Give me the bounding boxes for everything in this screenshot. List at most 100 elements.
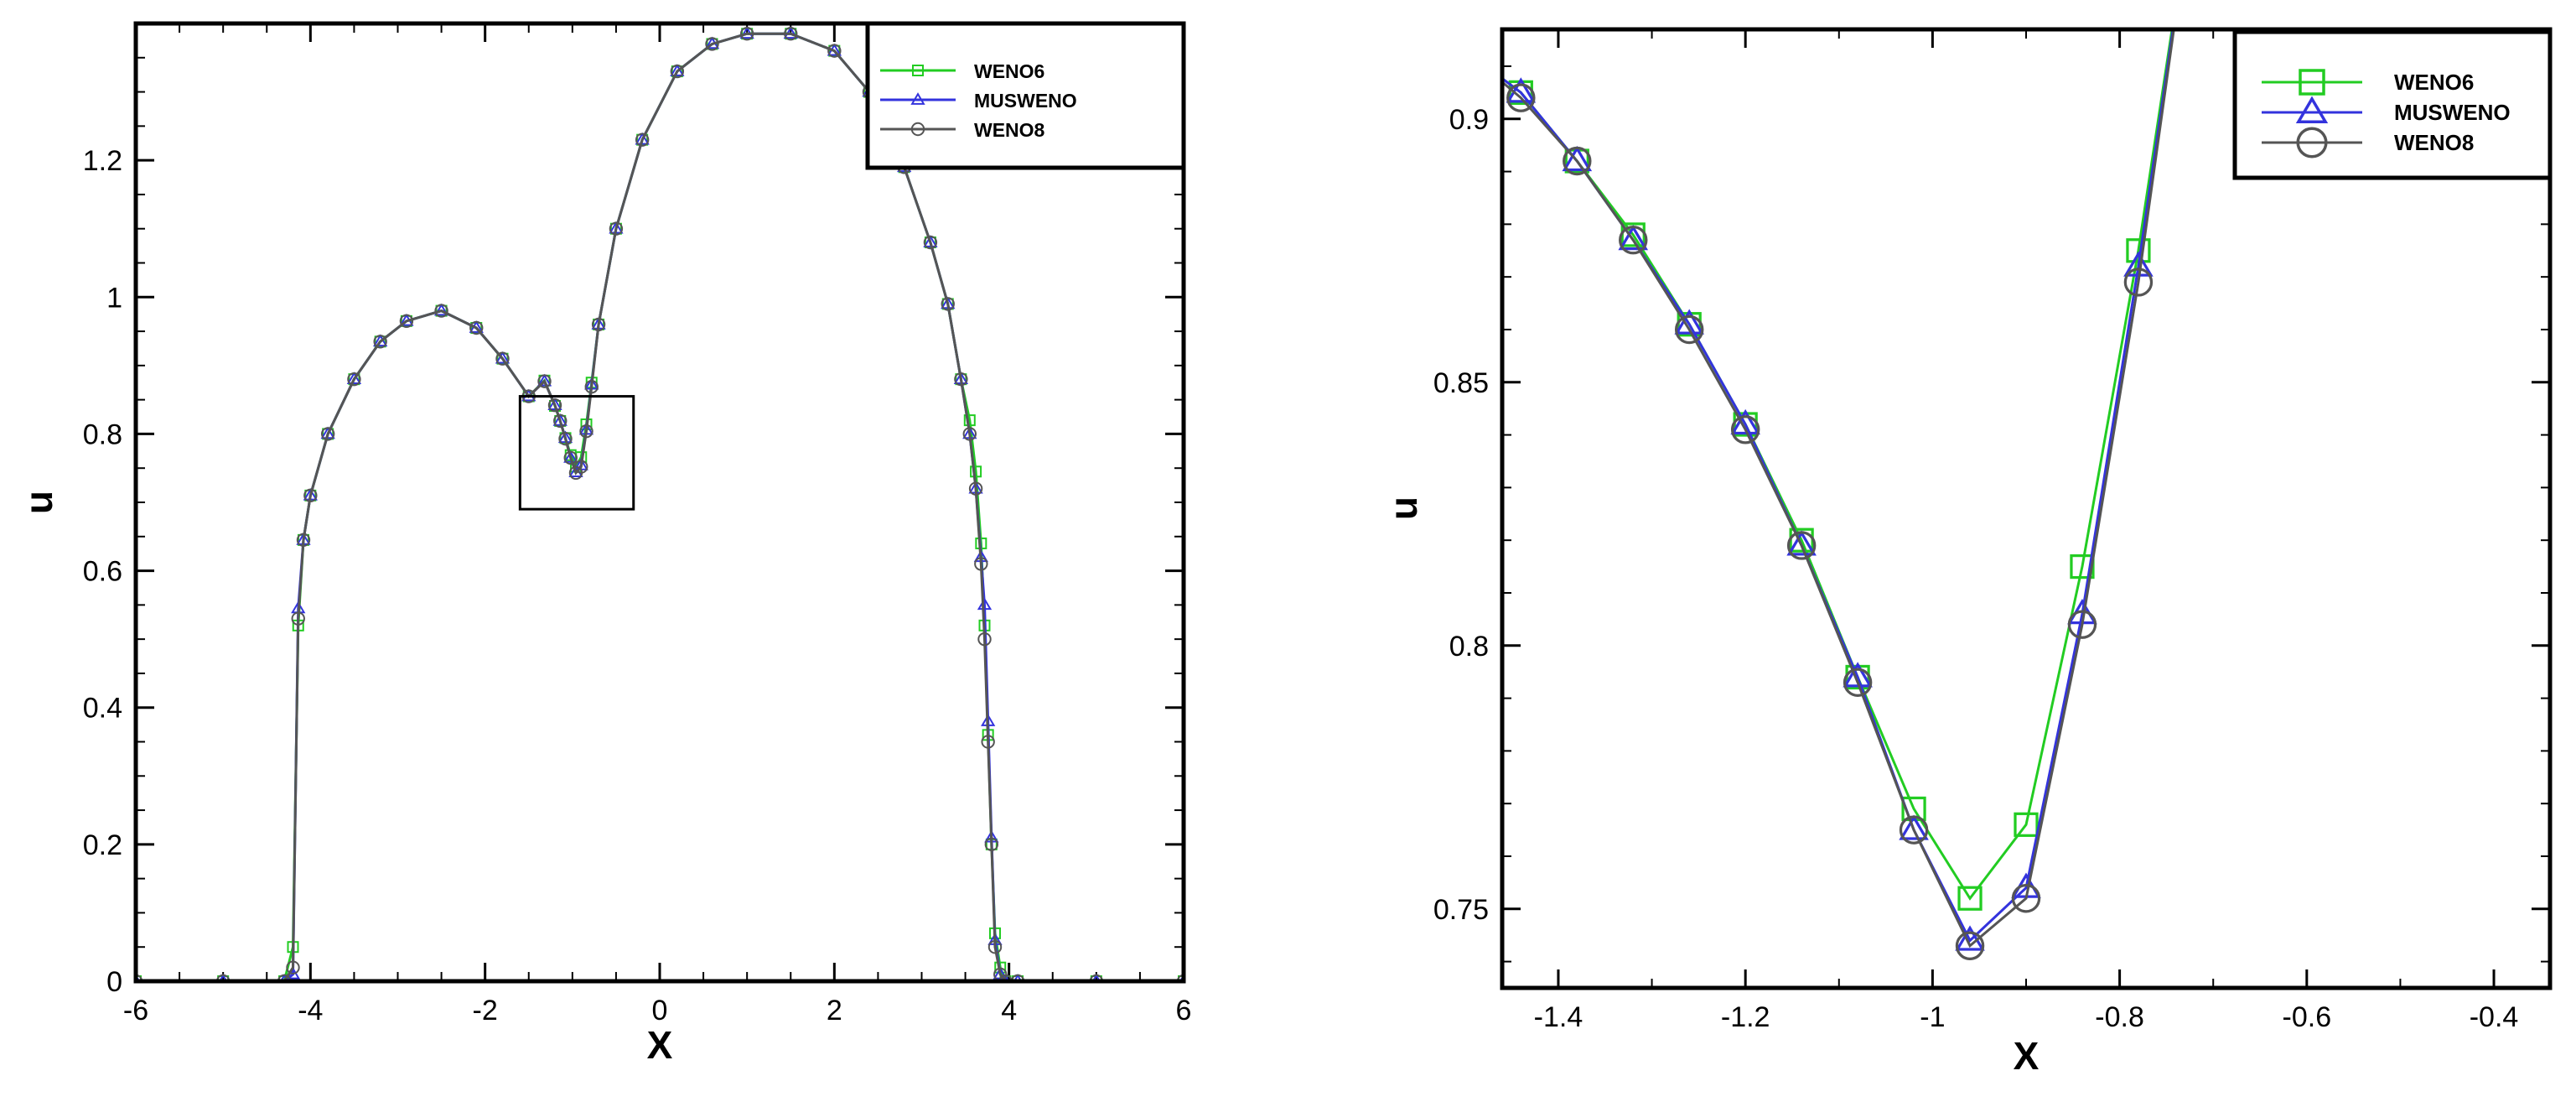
- series-line-weno8: [136, 32, 1184, 981]
- data-point-musweno: [977, 597, 993, 611]
- legend-label-weno8: WENO8: [974, 119, 1045, 141]
- data-point-musweno: [1786, 530, 1817, 556]
- legend-label-weno6: WENO6: [2394, 70, 2474, 95]
- y-tick-label: 0: [106, 966, 122, 998]
- data-point-weno8: [1730, 415, 1760, 444]
- legend-marker-musweno: [2295, 96, 2329, 124]
- data-point-weno8: [1089, 974, 1104, 981]
- legend-marker-weno8: [910, 122, 925, 137]
- y-tick-label: 1: [106, 282, 122, 314]
- y-tick-label: 0.85: [1433, 367, 1489, 399]
- data-point-weno8: [1786, 531, 1817, 560]
- right-series-group: [1502, 29, 2175, 960]
- data-point-weno6: [2070, 554, 2095, 579]
- legend-label-weno8: WENO8: [2394, 130, 2474, 155]
- data-point-musweno: [1506, 77, 1537, 103]
- data-point-weno8: [1899, 815, 1929, 845]
- data-point-weno6: [970, 465, 982, 478]
- data-point-weno8: [320, 427, 335, 441]
- data-point-weno8: [547, 398, 562, 413]
- y-tick-label: 0.75: [1433, 894, 1489, 926]
- right-chart: -1.4 -1.2 -1 -0.8 -0.6 -0.4 0.75 0.8 0.85 0.9 X u…: [1381, 27, 2553, 1078]
- y-tick-label: 0.8: [83, 418, 122, 450]
- data-point-weno8: [563, 450, 578, 465]
- data-point-weno8: [968, 481, 983, 496]
- data-point-weno8: [1619, 225, 1648, 255]
- data-point-weno8: [399, 314, 414, 329]
- x-tick-label: -1: [1920, 1001, 1945, 1033]
- data-point-weno8: [469, 320, 484, 335]
- left-legend: WENO6 MUSWENO WENO8: [865, 21, 1186, 170]
- legend-marker-weno6: [912, 65, 924, 76]
- data-point-weno8: [827, 44, 842, 58]
- right-legend-box: [2232, 29, 2553, 180]
- data-point-weno8: [987, 940, 1003, 954]
- data-point-musweno: [495, 351, 511, 364]
- data-point-musweno: [1955, 925, 1985, 951]
- data-point-musweno: [1674, 309, 1705, 335]
- data-point-weno8: [670, 64, 685, 79]
- data-point-weno8: [1955, 931, 1985, 960]
- data-point-musweno: [1618, 225, 1649, 251]
- left-x-axis-label: X: [647, 1023, 673, 1067]
- data-point-weno8: [277, 974, 292, 981]
- data-point-musweno: [1562, 145, 1593, 172]
- data-point-weno6: [1957, 886, 1983, 911]
- data-point-weno8: [574, 460, 588, 474]
- data-point-weno8: [2123, 268, 2154, 297]
- y-tick-label: 1.2: [83, 145, 122, 177]
- right-tick-labels: -1.4 -1.2 -1 -0.8 -0.6 -0.4 0.75 0.8 0.85 0.9: [1433, 104, 2519, 1033]
- series-line-weno8: [1502, 29, 2175, 948]
- data-point-weno8: [962, 427, 977, 441]
- data-point-weno8: [553, 413, 568, 429]
- data-point-weno8: [705, 37, 719, 51]
- x-tick-label: -6: [123, 995, 148, 1026]
- data-point-musweno: [1730, 408, 1760, 435]
- data-point-weno8: [609, 221, 624, 236]
- x-tick-label: 0: [652, 995, 668, 1026]
- data-point-musweno: [1899, 814, 1929, 840]
- data-point-weno8: [1563, 146, 1592, 176]
- data-point-musweno: [563, 450, 578, 463]
- left-tick-labels: -6 -4 -2 0 2 4 6 0 0.2 0.4 0.6 0.8 1 1.2: [83, 145, 1192, 1026]
- left-y-axis-label: u: [17, 491, 60, 514]
- data-point-weno8: [998, 974, 1013, 981]
- data-point-weno8: [1843, 668, 1873, 697]
- legend-marker-weno8: [2296, 127, 2328, 159]
- data-point-weno6: [963, 414, 976, 427]
- data-point-weno8: [303, 488, 318, 503]
- data-point-weno8: [977, 631, 992, 647]
- x-tick-label: -1.2: [1721, 1001, 1770, 1033]
- left-chart: -6 -4 -2 0 2 4 6 0 0.2 0.4 0.6 0.8 1 1.2 X u WENO6 MUS…: [17, 21, 1192, 1067]
- x-tick-label: -4: [298, 995, 323, 1026]
- data-point-weno8: [291, 611, 305, 626]
- x-tick-label: -1.4: [1534, 1001, 1583, 1033]
- data-point-weno8: [286, 960, 300, 974]
- data-point-weno8: [635, 133, 650, 147]
- y-tick-label: 0.6: [83, 556, 122, 588]
- data-point-weno8: [495, 351, 510, 366]
- data-point-weno8: [1674, 314, 1704, 345]
- left-legend-box: [865, 21, 1186, 170]
- series-weno8: [1502, 29, 2175, 960]
- data-point-musweno: [433, 303, 449, 316]
- x-tick-label: 6: [1176, 995, 1192, 1026]
- data-point-weno8: [434, 304, 448, 318]
- data-point-weno8: [984, 837, 999, 852]
- data-point-weno8: [584, 379, 599, 394]
- data-point-musweno: [536, 373, 552, 387]
- x-tick-label: -0.6: [2283, 1001, 2332, 1033]
- legend-label-weno6: WENO6: [974, 60, 1044, 82]
- y-tick-label: 0.2: [83, 829, 122, 861]
- data-point-musweno: [547, 398, 562, 410]
- data-point-weno8: [579, 424, 593, 439]
- data-point-weno8: [974, 557, 988, 571]
- data-point-weno6: [2014, 812, 2039, 837]
- right-plot-frame: [1500, 27, 2553, 990]
- legend-label-musweno: MUSWENO: [2394, 100, 2511, 125]
- right-legend: WENO6 MUSWENO WENO8: [2232, 29, 2553, 180]
- data-point-weno8: [954, 372, 968, 387]
- right-x-axis-label: X: [2014, 1034, 2040, 1078]
- data-point-weno8: [215, 974, 231, 981]
- data-point-weno8: [981, 735, 995, 749]
